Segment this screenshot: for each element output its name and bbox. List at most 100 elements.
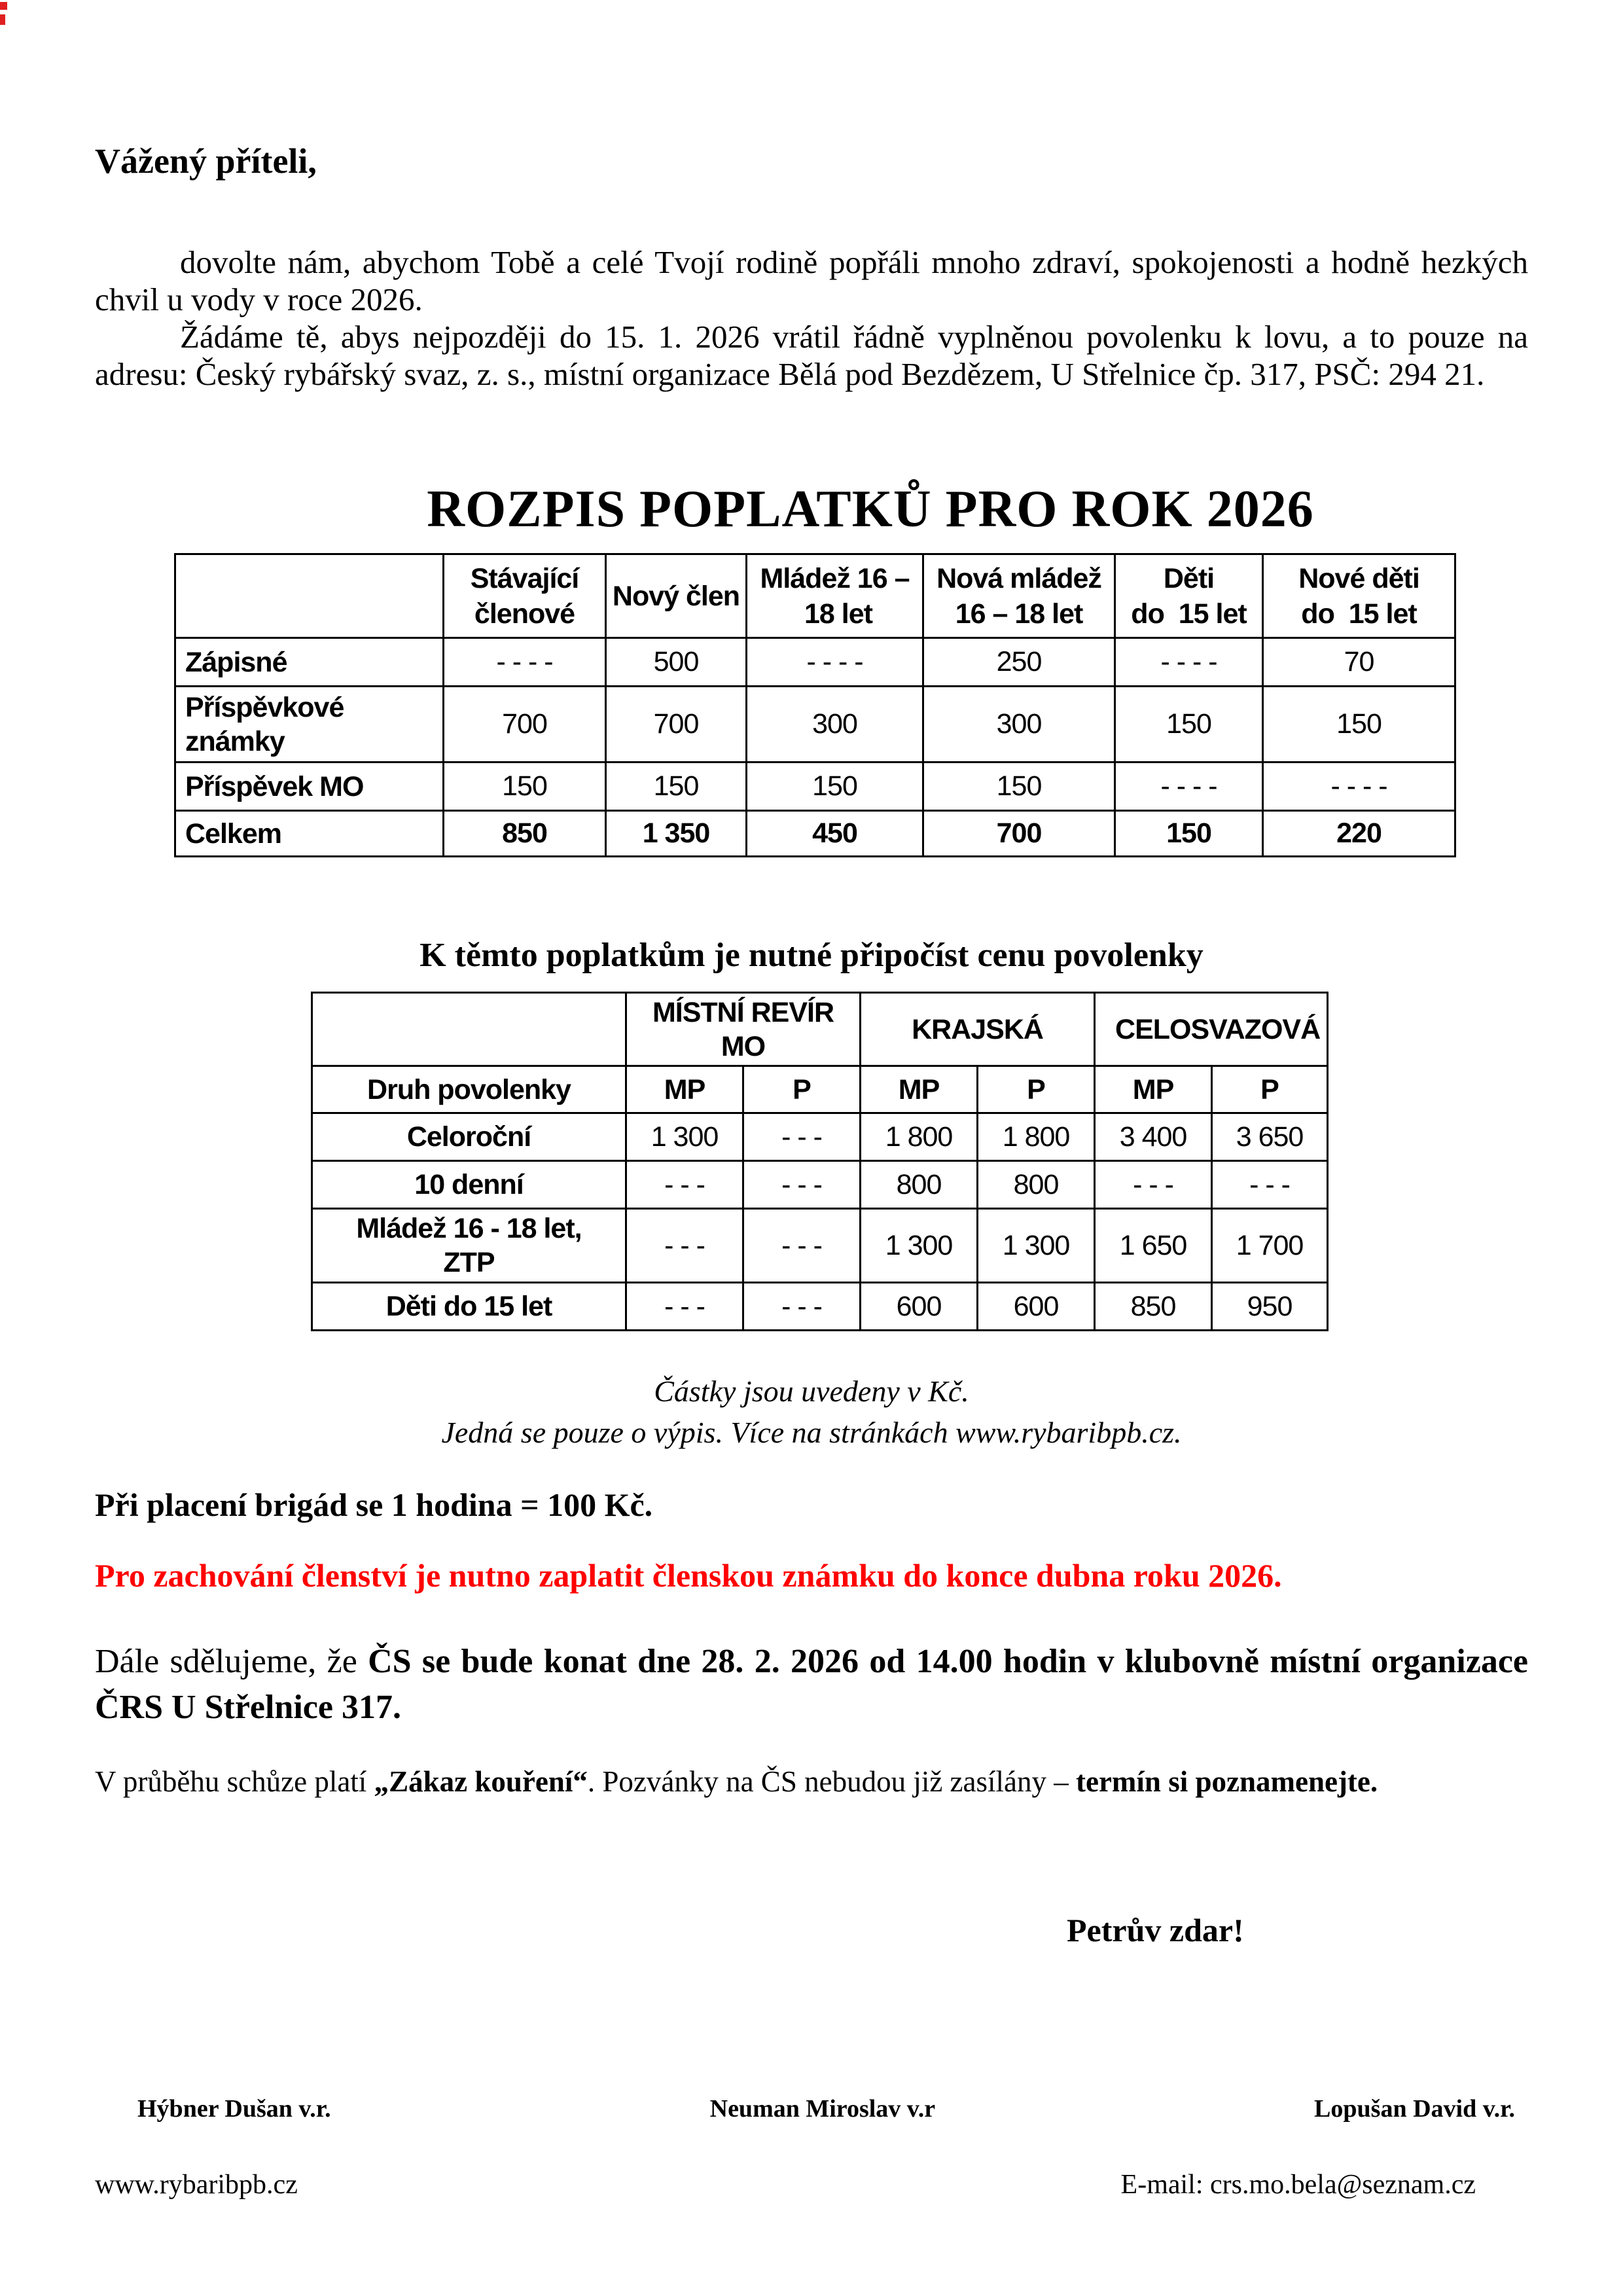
brigades-line: Při placení brigád se 1 hodina = 100 Kč. <box>95 1486 653 1523</box>
table-cell: 1 300 <box>976 1208 1096 1283</box>
table-row-prispevek-mo: Příspěvek MO 150 150 150 150 - - - - - -… <box>174 761 1456 812</box>
note-website: Jedná se pouze o výpis. Více na stránkác… <box>441 1416 1182 1449</box>
header-cell-krajska: KRAJSKÁ <box>859 992 1096 1067</box>
table-row-celorocni: Celoroční 1 300 - - - 1 800 1 800 3 400 … <box>311 1112 1329 1162</box>
table-cell: 1 700 <box>1211 1208 1329 1283</box>
table-cell: 700 <box>922 810 1116 857</box>
table-cell: - - - <box>625 1160 744 1210</box>
permit-table: MÍSTNÍ REVÍR MO KRAJSKÁ CELOSVAZOVÁ Druh… <box>311 992 1329 1331</box>
row-label: Příspěvek MO <box>174 761 444 812</box>
table-cell: 600 <box>976 1282 1096 1331</box>
scan-artifact-mark <box>0 2 7 10</box>
salutation: Petrův zdar! <box>1067 1912 1244 1948</box>
table-cell: 1 800 <box>976 1112 1096 1162</box>
table-cell: - - - <box>741 1112 862 1162</box>
table-cell: 500 <box>605 637 747 687</box>
header-cell-nova-mladez: Nová mládež 16 – 18 let <box>922 553 1116 639</box>
table-cell: 800 <box>859 1160 979 1210</box>
table-cell: 450 <box>745 810 924 857</box>
meeting-paragraph: Dále sdělujeme, že ČS se bude konat dne … <box>95 1639 1528 1731</box>
header-cell-empty <box>174 553 444 639</box>
table-row-zapisne: Zápisné - - - - 500 - - - - 250 - - - - … <box>174 637 1456 687</box>
header-cell-nove-deti: Nové děti do 15 let <box>1262 553 1456 639</box>
intro-paragraphs: dovolte nám, abychom Tobě a celé Tvojí r… <box>95 243 1528 393</box>
meeting-details: ČS se bude konat dne 28. 2. 2026 od 14.0… <box>95 1643 1528 1726</box>
table-cell: 600 <box>859 1282 979 1331</box>
permit-table-group-header-row: MÍSTNÍ REVÍR MO KRAJSKÁ CELOSVAZOVÁ <box>311 992 1329 1067</box>
table-cell: - - - <box>741 1282 862 1331</box>
signature-2: Neuman Miroslav v.r <box>709 2095 936 2123</box>
table-row-prispevkove-znamky: Příspěvkové známky 700 700 300 300 150 1… <box>174 685 1456 763</box>
table-cell: 70 <box>1262 637 1456 687</box>
table-cell: - - - - <box>1114 637 1264 687</box>
smoking-text-1: V průběhu schůze platí <box>95 1765 374 1798</box>
table-cell: 1 350 <box>605 810 747 857</box>
table-cell: - - - - <box>1262 761 1456 812</box>
table-cell: 150 <box>1114 810 1264 857</box>
smoking-paragraph: V průběhu schůze platí „Zákaz kouření“. … <box>95 1765 1528 1799</box>
table-cell: - - - - <box>745 637 924 687</box>
header-cell-mp: MP <box>625 1065 744 1114</box>
header-cell-mistni-revir: MÍSTNÍ REVÍR MO <box>624 992 862 1067</box>
table-row-deti-do-15: Děti do 15 let - - - - - - 600 600 850 9… <box>311 1282 1329 1331</box>
footer-email: E-mail: crs.mo.bela@seznam.cz <box>1120 2170 1476 2200</box>
table-cell: - - - <box>625 1282 744 1331</box>
permit-table-subheader-row: Druh povolenky MP P MP P MP P <box>311 1065 1329 1114</box>
table-cell: 250 <box>922 637 1116 687</box>
meeting-prefix: Dále sdělujeme, že <box>95 1643 368 1680</box>
note-currency: Částky jsou uvedeny v Kč. <box>654 1374 969 1408</box>
table-cell: 150 <box>442 761 607 812</box>
signature-1: Hýbner Dušan v.r. <box>137 2095 331 2123</box>
row-label: Celoroční <box>311 1112 627 1162</box>
table-cell: 1 650 <box>1094 1208 1213 1283</box>
table-cell: 150 <box>1114 685 1264 763</box>
table-cell: 950 <box>1211 1282 1329 1331</box>
table-cell: - - - <box>1094 1160 1213 1210</box>
table-cell: 1 300 <box>859 1208 979 1283</box>
footer-website: www.rybaribpb.cz <box>95 2170 298 2200</box>
table-cell: 150 <box>605 761 747 812</box>
header-cell-p: P <box>976 1065 1096 1114</box>
signature-3: Lopušan David v.r. <box>1314 2095 1515 2123</box>
membership-red-notice: Pro zachování členství je nutno zaplatit… <box>95 1557 1282 1594</box>
table-cell: 3 400 <box>1094 1112 1213 1162</box>
table-cell: - - - <box>741 1160 862 1210</box>
header-cell-mp: MP <box>1094 1065 1213 1114</box>
scan-artifact-mark <box>0 14 5 25</box>
table-cell: - - - <box>625 1208 744 1283</box>
paragraph-return-permit: Žádáme tě, abys nejpozději do 15. 1. 202… <box>95 319 1528 392</box>
header-cell-p: P <box>1211 1065 1329 1114</box>
table-cell: 1 800 <box>859 1112 979 1162</box>
fees-table: Stávající členové Nový člen Mládež 16 – … <box>174 553 1456 857</box>
permit-title: K těmto poplatkům je nutné připočíst cen… <box>419 937 1204 974</box>
table-cell: 300 <box>922 685 1116 763</box>
header-cell-mladez: Mládež 16 – 18 let <box>745 553 924 639</box>
row-label: Příspěvkové známky <box>174 685 444 763</box>
footer-row: www.rybaribpb.cz E-mail: crs.mo.bela@sez… <box>95 2169 1528 2200</box>
header-cell-celosvazova: CELOSVAZOVÁ <box>1094 992 1329 1067</box>
table-notes: Částky jsou uvedeny v Kč. Jedná se pouze… <box>95 1371 1528 1453</box>
fees-title: ROZPIS POPLATKŮ PRO ROK 2026 <box>427 480 1314 538</box>
header-cell-stavajici: Stávající členové <box>442 553 607 639</box>
header-cell-p: P <box>741 1065 862 1114</box>
table-row-celkem: Celkem 850 1 350 450 700 150 220 <box>174 810 1456 857</box>
table-cell: 1 300 <box>625 1112 744 1162</box>
table-cell: 800 <box>976 1160 1096 1210</box>
row-label: Zápisné <box>174 637 444 687</box>
table-cell: - - - <box>741 1208 862 1283</box>
row-label: 10 denní <box>311 1160 627 1210</box>
table-cell: 850 <box>1094 1282 1213 1331</box>
greeting: Vážený příteli, <box>95 141 317 181</box>
paragraph-wishes: dovolte nám, abychom Tobě a celé Tvojí r… <box>95 244 1528 317</box>
header-cell-mp: MP <box>859 1065 979 1114</box>
table-cell: - - - - <box>1114 761 1264 812</box>
fees-table-header-row: Stávající členové Nový člen Mládež 16 – … <box>174 553 1456 639</box>
header-cell-druh-povolenky: Druh povolenky <box>311 1065 627 1114</box>
table-cell: - - - - <box>442 637 607 687</box>
signatures-row: Hýbner Dušan v.r. Neuman Miroslav v.r Lo… <box>95 2094 1528 2123</box>
table-cell: 300 <box>745 685 924 763</box>
row-label: Děti do 15 let <box>311 1282 627 1331</box>
table-cell: 700 <box>605 685 747 763</box>
table-row-10-denni: 10 denní - - - - - - 800 800 - - - - - - <box>311 1160 1329 1210</box>
